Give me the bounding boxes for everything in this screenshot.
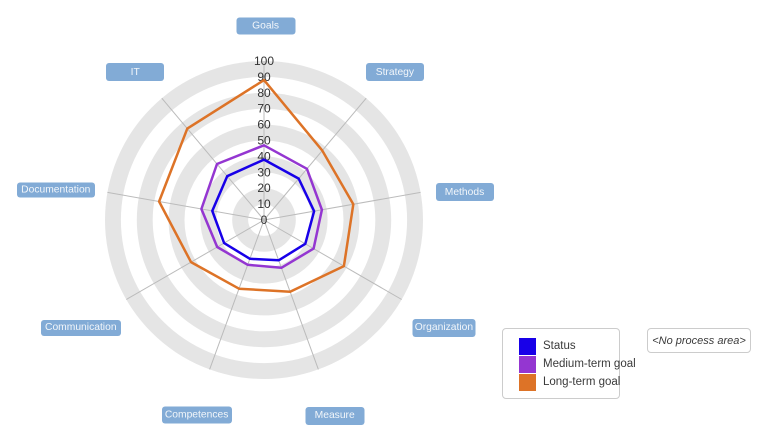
- svg-text:70: 70: [257, 102, 271, 116]
- svg-text:30: 30: [257, 165, 271, 179]
- svg-text:60: 60: [257, 118, 271, 132]
- svg-text:0: 0: [261, 213, 268, 227]
- svg-text:20: 20: [257, 181, 271, 195]
- svg-text:10: 10: [257, 197, 271, 211]
- svg-text:100: 100: [254, 54, 274, 68]
